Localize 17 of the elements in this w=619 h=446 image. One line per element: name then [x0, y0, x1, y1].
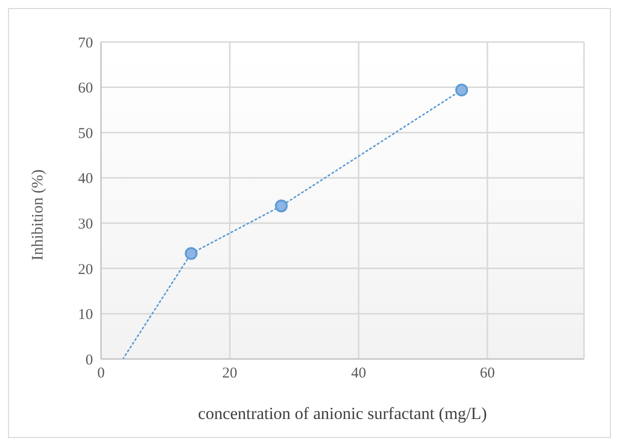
y-tick-label: 50	[78, 126, 93, 142]
x-tick-label: 60	[480, 366, 495, 382]
y-axis-title: Inhibition (%)	[30, 169, 47, 260]
point	[184, 247, 198, 260]
y-tick-label: 60	[78, 80, 93, 97]
x-tick-label: 40	[351, 366, 366, 382]
y-tick-label: 70	[78, 35, 93, 52]
x-axis-title: concentration of anionic surfactant (mg/L)	[198, 404, 487, 423]
y-tick-label: 30	[78, 216, 93, 232]
point	[455, 84, 468, 96]
y-tick-label: 40	[78, 171, 93, 188]
y-tick-label: 0	[86, 352, 93, 368]
y-tick-label: 20	[78, 262, 93, 278]
y-tick-label: 10	[78, 307, 93, 324]
x-tick-label: 0	[97, 366, 105, 382]
x-tick-label: 20	[222, 366, 238, 382]
point	[274, 200, 288, 212]
